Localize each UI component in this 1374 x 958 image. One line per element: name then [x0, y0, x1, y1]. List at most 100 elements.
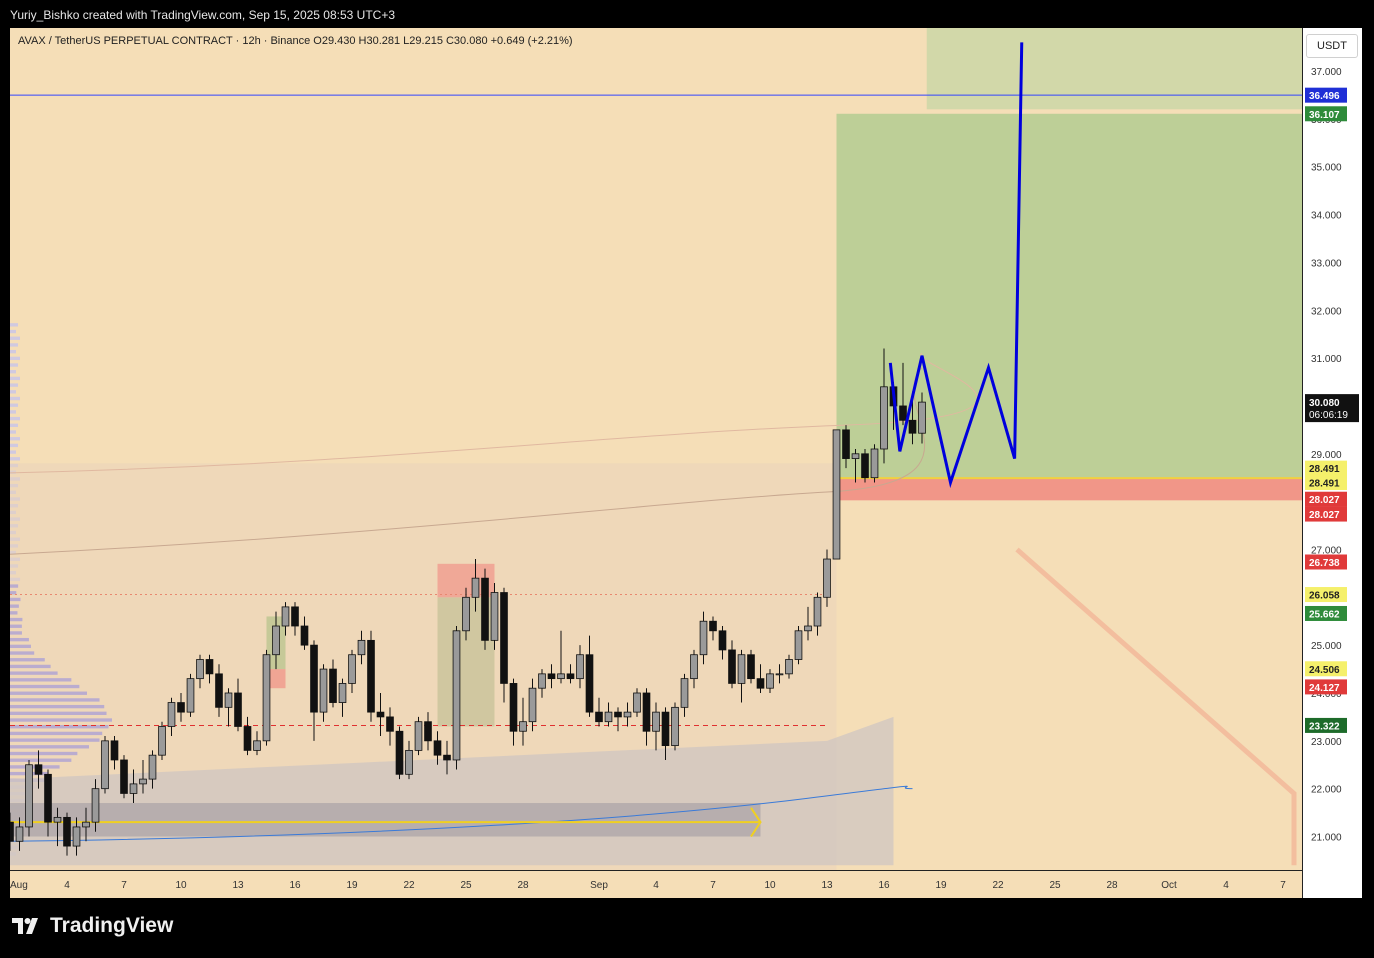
- currency-unit-button[interactable]: USDT: [1306, 34, 1358, 58]
- candle-body: [300, 625, 309, 646]
- candle-body: [633, 692, 641, 713]
- time-tick-label: 22: [403, 880, 415, 891]
- candle-body: [405, 749, 413, 775]
- symbol-legend: AVAX / TetherUS PERPETUAL CONTRACT · 12h…: [18, 35, 573, 47]
- price-label-tag: [1305, 717, 1347, 733]
- candle-body: [756, 678, 765, 689]
- time-axis[interactable]: Aug 4 7 10 13 16 19 22 25 28 Sep 4 7 10 13 16 19 22 25 28 Oc…: [10, 870, 1302, 898]
- candle-body: [490, 592, 499, 641]
- candle-body: [709, 620, 717, 632]
- price-label-tag: [1305, 87, 1347, 103]
- candle-body: [272, 625, 280, 656]
- candle-body: [699, 620, 708, 656]
- time-tick-label: 7: [710, 880, 716, 891]
- candle-body: [72, 826, 81, 847]
- candle-body: [367, 639, 375, 713]
- price-tick-label: 23.000: [1311, 737, 1342, 748]
- candle-body: [291, 606, 299, 627]
- small-supply-box: [266, 669, 286, 689]
- candle-body: [101, 740, 109, 790]
- price-label-tag: [1305, 679, 1347, 695]
- candle-body: [766, 673, 774, 689]
- candle-body: [509, 683, 518, 732]
- candle-body: [471, 577, 480, 598]
- price-axis-labels: 21.00022.00023.00024.00025.00026.00027.0…: [1305, 67, 1359, 844]
- volume-profile-bar: [10, 390, 16, 394]
- stop-zone: [836, 478, 1302, 501]
- projection-path: [888, 42, 1024, 489]
- price-chart[interactable]: [10, 28, 1302, 870]
- candle-body: [25, 764, 33, 828]
- volume-profile-bar: [10, 430, 16, 434]
- time-tick-label: 28: [517, 880, 529, 891]
- candle-body: [348, 654, 356, 684]
- downtrend-arrow: [1015, 547, 1297, 866]
- candle-body: [262, 654, 271, 742]
- candle-body: [908, 419, 917, 434]
- price-axis[interactable]: 21.00022.00023.00024.00025.00026.00027.0…: [1302, 28, 1362, 898]
- last-price-tag: [1305, 394, 1359, 423]
- time-tick-label: 10: [764, 880, 776, 891]
- candle-body: [15, 826, 24, 842]
- support-ray-arrow: [750, 807, 762, 838]
- time-tick-label: 25: [460, 880, 472, 891]
- profit-zone: [836, 113, 1302, 479]
- volume-profile-bar: [10, 323, 18, 327]
- time-tick-label: 7: [121, 880, 127, 891]
- volume-profile-bar: [10, 329, 16, 334]
- volume-profile-bar: [10, 416, 20, 421]
- price-label-text: 28.027: [1309, 495, 1340, 506]
- candle-body: [443, 754, 451, 761]
- time-tick-label: 10: [175, 880, 187, 891]
- candle-body: [91, 788, 100, 823]
- time-tick-label: 16: [289, 880, 301, 891]
- candle-body: [718, 630, 727, 651]
- candle-body: [614, 711, 622, 718]
- candle-body: [44, 773, 52, 823]
- candle-body: [804, 625, 812, 632]
- candle-body: [585, 654, 594, 713]
- candle-body: [196, 659, 204, 680]
- price-label-tag: [1305, 661, 1347, 677]
- price-tick-label: 37.000: [1311, 67, 1342, 78]
- tradingview-logo[interactable]: TradingView: [12, 914, 173, 938]
- candle-body: [899, 405, 907, 421]
- time-tick-label: 13: [232, 880, 244, 891]
- candle-body: [148, 754, 157, 780]
- candle-body: [158, 726, 166, 756]
- candle-body: [110, 740, 119, 761]
- demand-zone: [10, 803, 761, 837]
- volume-profile-bar: [10, 356, 20, 361]
- candle-body: [880, 386, 888, 450]
- candle-body: [623, 711, 632, 718]
- candle-body: [253, 740, 261, 751]
- price-tick-label: 25.000: [1311, 641, 1342, 652]
- candle-body: [747, 654, 755, 680]
- price-label-tag: [1305, 587, 1347, 603]
- price-label-tag: [1305, 554, 1347, 570]
- chart-frame[interactable]: AVAX / TetherUS PERPETUAL CONTRACT · 12h…: [10, 28, 1362, 898]
- volume-profile-bar: [10, 363, 18, 367]
- time-tick-label: Oct: [1161, 880, 1177, 891]
- price-label-text: 23.322: [1309, 721, 1340, 732]
- candle-body: [129, 783, 138, 794]
- price-tick-label: 21.000: [1311, 833, 1342, 844]
- candle-body: [234, 692, 242, 727]
- candle-body: [414, 721, 423, 751]
- time-tick-label: 4: [64, 880, 70, 891]
- candle-body: [338, 683, 347, 703]
- upper-target-zone: [926, 28, 1302, 110]
- candle-body: [319, 668, 328, 713]
- time-tick-label: Aug: [10, 880, 28, 891]
- candle-body: [671, 706, 679, 747]
- time-tick-label: 13: [821, 880, 833, 891]
- candle-body: [167, 702, 176, 727]
- candle-body: [528, 687, 537, 723]
- candle-body: [690, 654, 698, 680]
- volume-profile-bar: [10, 383, 18, 387]
- time-tick-label: 25: [1049, 880, 1061, 891]
- volume-profile-bar: [10, 443, 18, 448]
- candle-body: [595, 711, 603, 723]
- candle-body: [215, 673, 223, 708]
- candle-body: [519, 721, 527, 732]
